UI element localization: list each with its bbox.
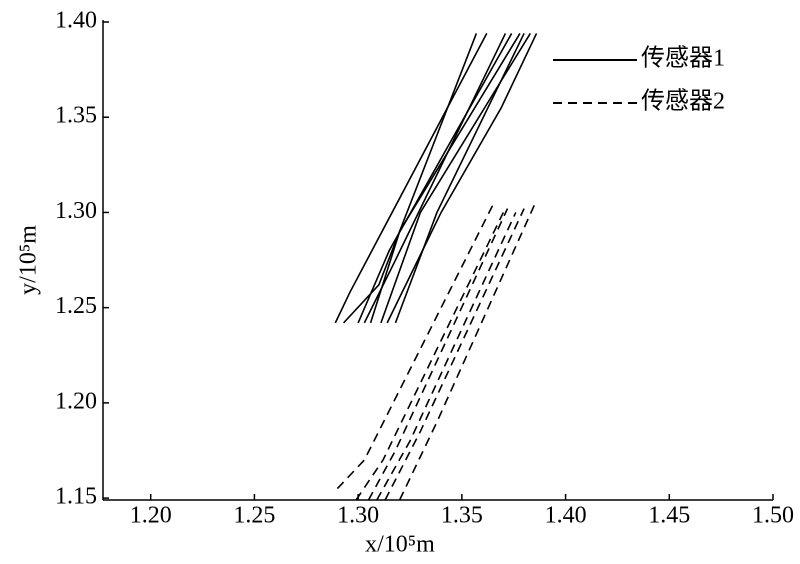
legend-label: 传感器2 (641, 88, 725, 115)
track-line (386, 33, 538, 324)
y-axis-label: y/10⁵m (16, 225, 42, 295)
track-line (384, 208, 525, 501)
track-line (380, 33, 531, 324)
x-tick-label: 1.35 (441, 503, 483, 529)
x-tick-label: 1.25 (233, 503, 275, 529)
x-tick-label: 1.45 (648, 503, 690, 529)
y-tick-label: 1.20 (55, 388, 97, 414)
track-line (334, 33, 488, 324)
x-axis-label: x/10⁵m (365, 532, 435, 558)
y-tick-label: 1.25 (55, 293, 97, 319)
track-line (343, 33, 478, 324)
track-line (367, 208, 509, 501)
y-tick-label: 1.30 (55, 198, 97, 224)
track-line (363, 33, 507, 324)
y-tick-label: 1.35 (55, 103, 97, 129)
x-tick-label: 1.30 (337, 503, 379, 529)
x-tick-label: 1.20 (130, 503, 172, 529)
y-tick-label: 1.15 (55, 484, 97, 510)
track-line (355, 212, 505, 501)
track-line (336, 204, 494, 490)
track-line (369, 33, 521, 324)
track-line (398, 204, 536, 501)
x-tick-label: 1.40 (545, 503, 587, 529)
track-line (376, 212, 517, 501)
legend-label: 传感器1 (641, 45, 725, 72)
track-line (394, 33, 525, 324)
x-tick-label: 1.50 (752, 503, 794, 529)
y-tick-label: 1.40 (55, 8, 97, 34)
